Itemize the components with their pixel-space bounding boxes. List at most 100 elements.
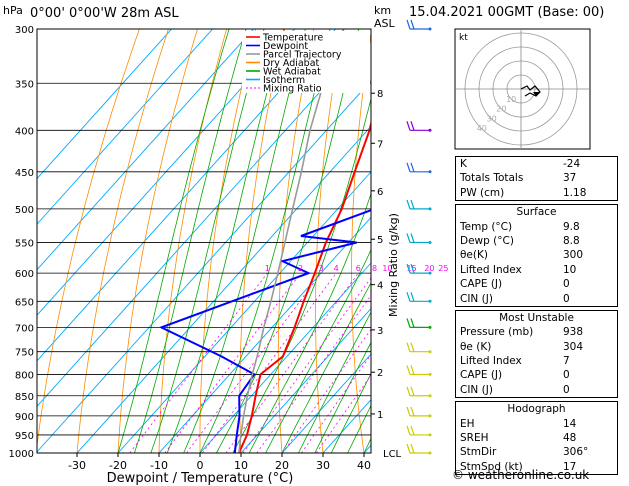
dry-adiabat-line xyxy=(117,29,198,453)
legend-label: Isotherm xyxy=(263,75,305,86)
row-value: 14 xyxy=(563,417,577,430)
most-unstable-box: Most Unstable Pressure (mb) 938 θe (K) 304 L… xyxy=(455,309,618,399)
mixing-ratio-line xyxy=(164,272,301,453)
row-value: 0 xyxy=(563,278,570,291)
hodograph-ring-label: 30 xyxy=(487,114,497,123)
pressure-tick-label: 350 xyxy=(15,79,34,90)
wet-adiabat-line xyxy=(330,372,371,453)
mixing-ratio-line xyxy=(256,294,371,453)
row-value: 938 xyxy=(563,326,584,339)
legend-label: Dewpoint xyxy=(263,41,308,52)
tt-value: 37 xyxy=(563,172,577,185)
wet-adiabat-line xyxy=(117,29,230,453)
isotherm-line xyxy=(37,29,173,180)
mixing-ratio-line xyxy=(225,272,359,453)
hodograph-trace xyxy=(520,85,541,97)
pressure-tick-label: 500 xyxy=(15,205,34,216)
mixing-ratio-line xyxy=(242,277,371,453)
hodograph-box: Hodograph EH 14 SREH 48 StmDir 306° StmSpd (kt… xyxy=(455,401,618,476)
wind-barb xyxy=(406,19,432,31)
row-value: 17 xyxy=(563,460,577,473)
row-label: StmDir xyxy=(460,446,497,459)
pressure-tick-label: 950 xyxy=(15,431,34,442)
dry-adiabat-line xyxy=(239,29,286,453)
isotherm-line xyxy=(199,262,371,453)
wind-barb xyxy=(406,406,432,418)
row-label: θe (K) xyxy=(460,340,492,353)
row-value: 0 xyxy=(563,292,570,305)
isotherm-line xyxy=(240,307,371,453)
wet-adiabat-line xyxy=(347,404,371,453)
mixing-ratio-label: 6 xyxy=(356,264,361,273)
mixing-ratio-line xyxy=(315,374,371,453)
mixing-ratio-line xyxy=(186,272,322,453)
most-unstable-title: Most Unstable xyxy=(499,311,574,324)
pressure-tick-label: 1000 xyxy=(9,449,34,460)
lcl-label: LCL xyxy=(383,449,402,460)
row-label: CAPE (J) xyxy=(460,369,503,382)
row-label: Lifted Index xyxy=(460,355,522,368)
km-tick-label: 7 xyxy=(377,139,383,150)
dry-adiabat-line xyxy=(199,29,257,453)
table-row: EH 14 xyxy=(456,417,617,431)
pressure-tick-label: 400 xyxy=(15,126,34,137)
wind-barb xyxy=(406,121,432,132)
dry-adiabat-line xyxy=(37,29,140,449)
pressure-tick-label: 300 xyxy=(15,25,34,36)
row-value: 0 xyxy=(563,369,570,382)
km-tick-label: 8 xyxy=(377,89,383,100)
k-label: K xyxy=(460,158,467,170)
wind-barb xyxy=(406,263,432,275)
wet-adiabat-line xyxy=(298,311,371,453)
x-tick-label: -20 xyxy=(109,459,127,472)
mixing-ratio-label: 4 xyxy=(334,264,339,273)
pw-value: 1.18 xyxy=(563,186,587,199)
km-tick-label: 3 xyxy=(377,326,383,337)
row-value: 9.8 xyxy=(563,220,580,233)
location-title: 0°00' 0°00'W 28m ASL xyxy=(30,6,179,21)
legend-background xyxy=(242,31,370,93)
wind-barb xyxy=(406,162,432,174)
table-row: CIN (J) 0 xyxy=(456,292,617,306)
table-row: StmDir 306° xyxy=(456,445,617,459)
dry-adiabat-line xyxy=(315,29,344,453)
pressure-unit: hPa xyxy=(3,4,23,17)
wind-barb xyxy=(406,199,432,211)
legend-label: Wet Adiabat xyxy=(263,67,321,78)
table-row: Pressure (mb) 938 xyxy=(456,325,617,339)
x-tick-label: 40 xyxy=(357,459,371,472)
wind-barb xyxy=(406,342,432,354)
km-tick-label: 1 xyxy=(377,410,383,421)
row-label: Pressure (mb) xyxy=(460,326,534,339)
pressure-tick-label: 900 xyxy=(15,412,34,423)
table-row: CIN (J) 0 xyxy=(456,383,617,397)
mixing-ratio-label: 15 xyxy=(407,264,417,273)
isotherm-line xyxy=(37,29,255,271)
row-label: Temp (°C) xyxy=(460,220,513,233)
dry-adiabat-line xyxy=(158,29,228,453)
legend-label: Temperature xyxy=(262,33,323,44)
row-value: 48 xyxy=(563,432,577,445)
row-label: Lifted Index xyxy=(460,263,522,276)
indices-panel: K -24 Totals Totals 37 PW (cm) 1.18 Surface… xyxy=(455,156,618,478)
pressure-tick-label: 750 xyxy=(15,348,34,359)
wet-adiabat-line xyxy=(281,281,371,453)
dry-adiabat-line xyxy=(420,5,450,471)
pw-label: PW (cm) xyxy=(460,186,505,199)
wind-barb xyxy=(406,233,432,244)
table-row: Lifted Index 7 xyxy=(456,354,617,368)
km-tick-label: 2 xyxy=(377,368,383,379)
row-label: EH xyxy=(460,417,475,430)
row-value: 10 xyxy=(563,263,577,276)
pressure-tick-label: 700 xyxy=(15,323,34,334)
row-value: 8.8 xyxy=(563,234,580,247)
x-tick-label: -10 xyxy=(150,459,168,472)
mixing-ratio-label: 10 xyxy=(382,264,392,273)
legend-label: Parcel Trajectory xyxy=(263,50,342,61)
pressure-tick-label: 850 xyxy=(15,392,34,403)
indices-box: K -24 Totals Totals 37 PW (cm) 1.18 xyxy=(455,156,618,202)
mixing-ratio-line xyxy=(129,272,268,453)
storm-motion-marker xyxy=(533,92,540,96)
legend-label: Dry Adiabat xyxy=(263,58,320,69)
row-label: SREH xyxy=(460,432,489,445)
